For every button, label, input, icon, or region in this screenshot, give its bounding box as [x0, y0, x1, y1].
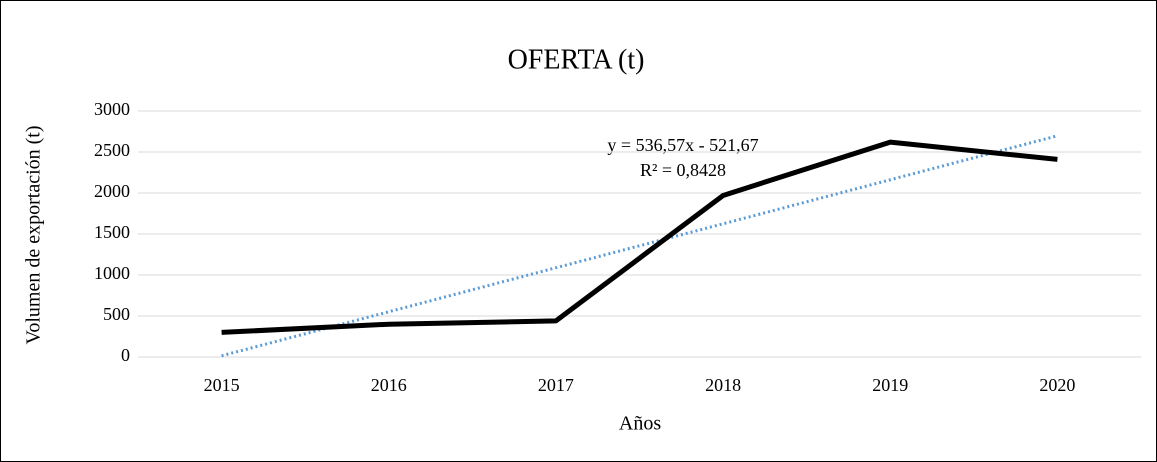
trendline-equation: y = 536,57x - 521,67 — [607, 135, 758, 155]
x-tick-label: 2020 — [1039, 375, 1075, 395]
y-tick-label: 2500 — [94, 140, 130, 160]
x-axis-label: Años — [619, 413, 661, 435]
x-tick-label: 2019 — [872, 375, 908, 395]
y-tick-label: 1000 — [94, 263, 130, 283]
x-tick-label: 2015 — [204, 375, 240, 395]
y-tick-label: 0 — [121, 345, 130, 365]
x-tick-label: 2017 — [538, 375, 574, 395]
y-tick-label: 500 — [103, 304, 130, 324]
x-tick-label: 2016 — [371, 375, 407, 395]
trendline-r2: R² = 0,8428 — [640, 160, 726, 180]
x-tick-label: 2018 — [705, 375, 741, 395]
chart-title: OFERTA (t) — [508, 44, 645, 75]
data-line — [221, 139, 1058, 335]
y-tick-label: 1500 — [94, 222, 130, 242]
y-axis-label: Volumen de exportación (t) — [23, 125, 45, 344]
y-tick-label: 2000 — [94, 181, 130, 201]
trendline — [221, 134, 1058, 358]
y-tick-label: 3000 — [94, 99, 130, 119]
